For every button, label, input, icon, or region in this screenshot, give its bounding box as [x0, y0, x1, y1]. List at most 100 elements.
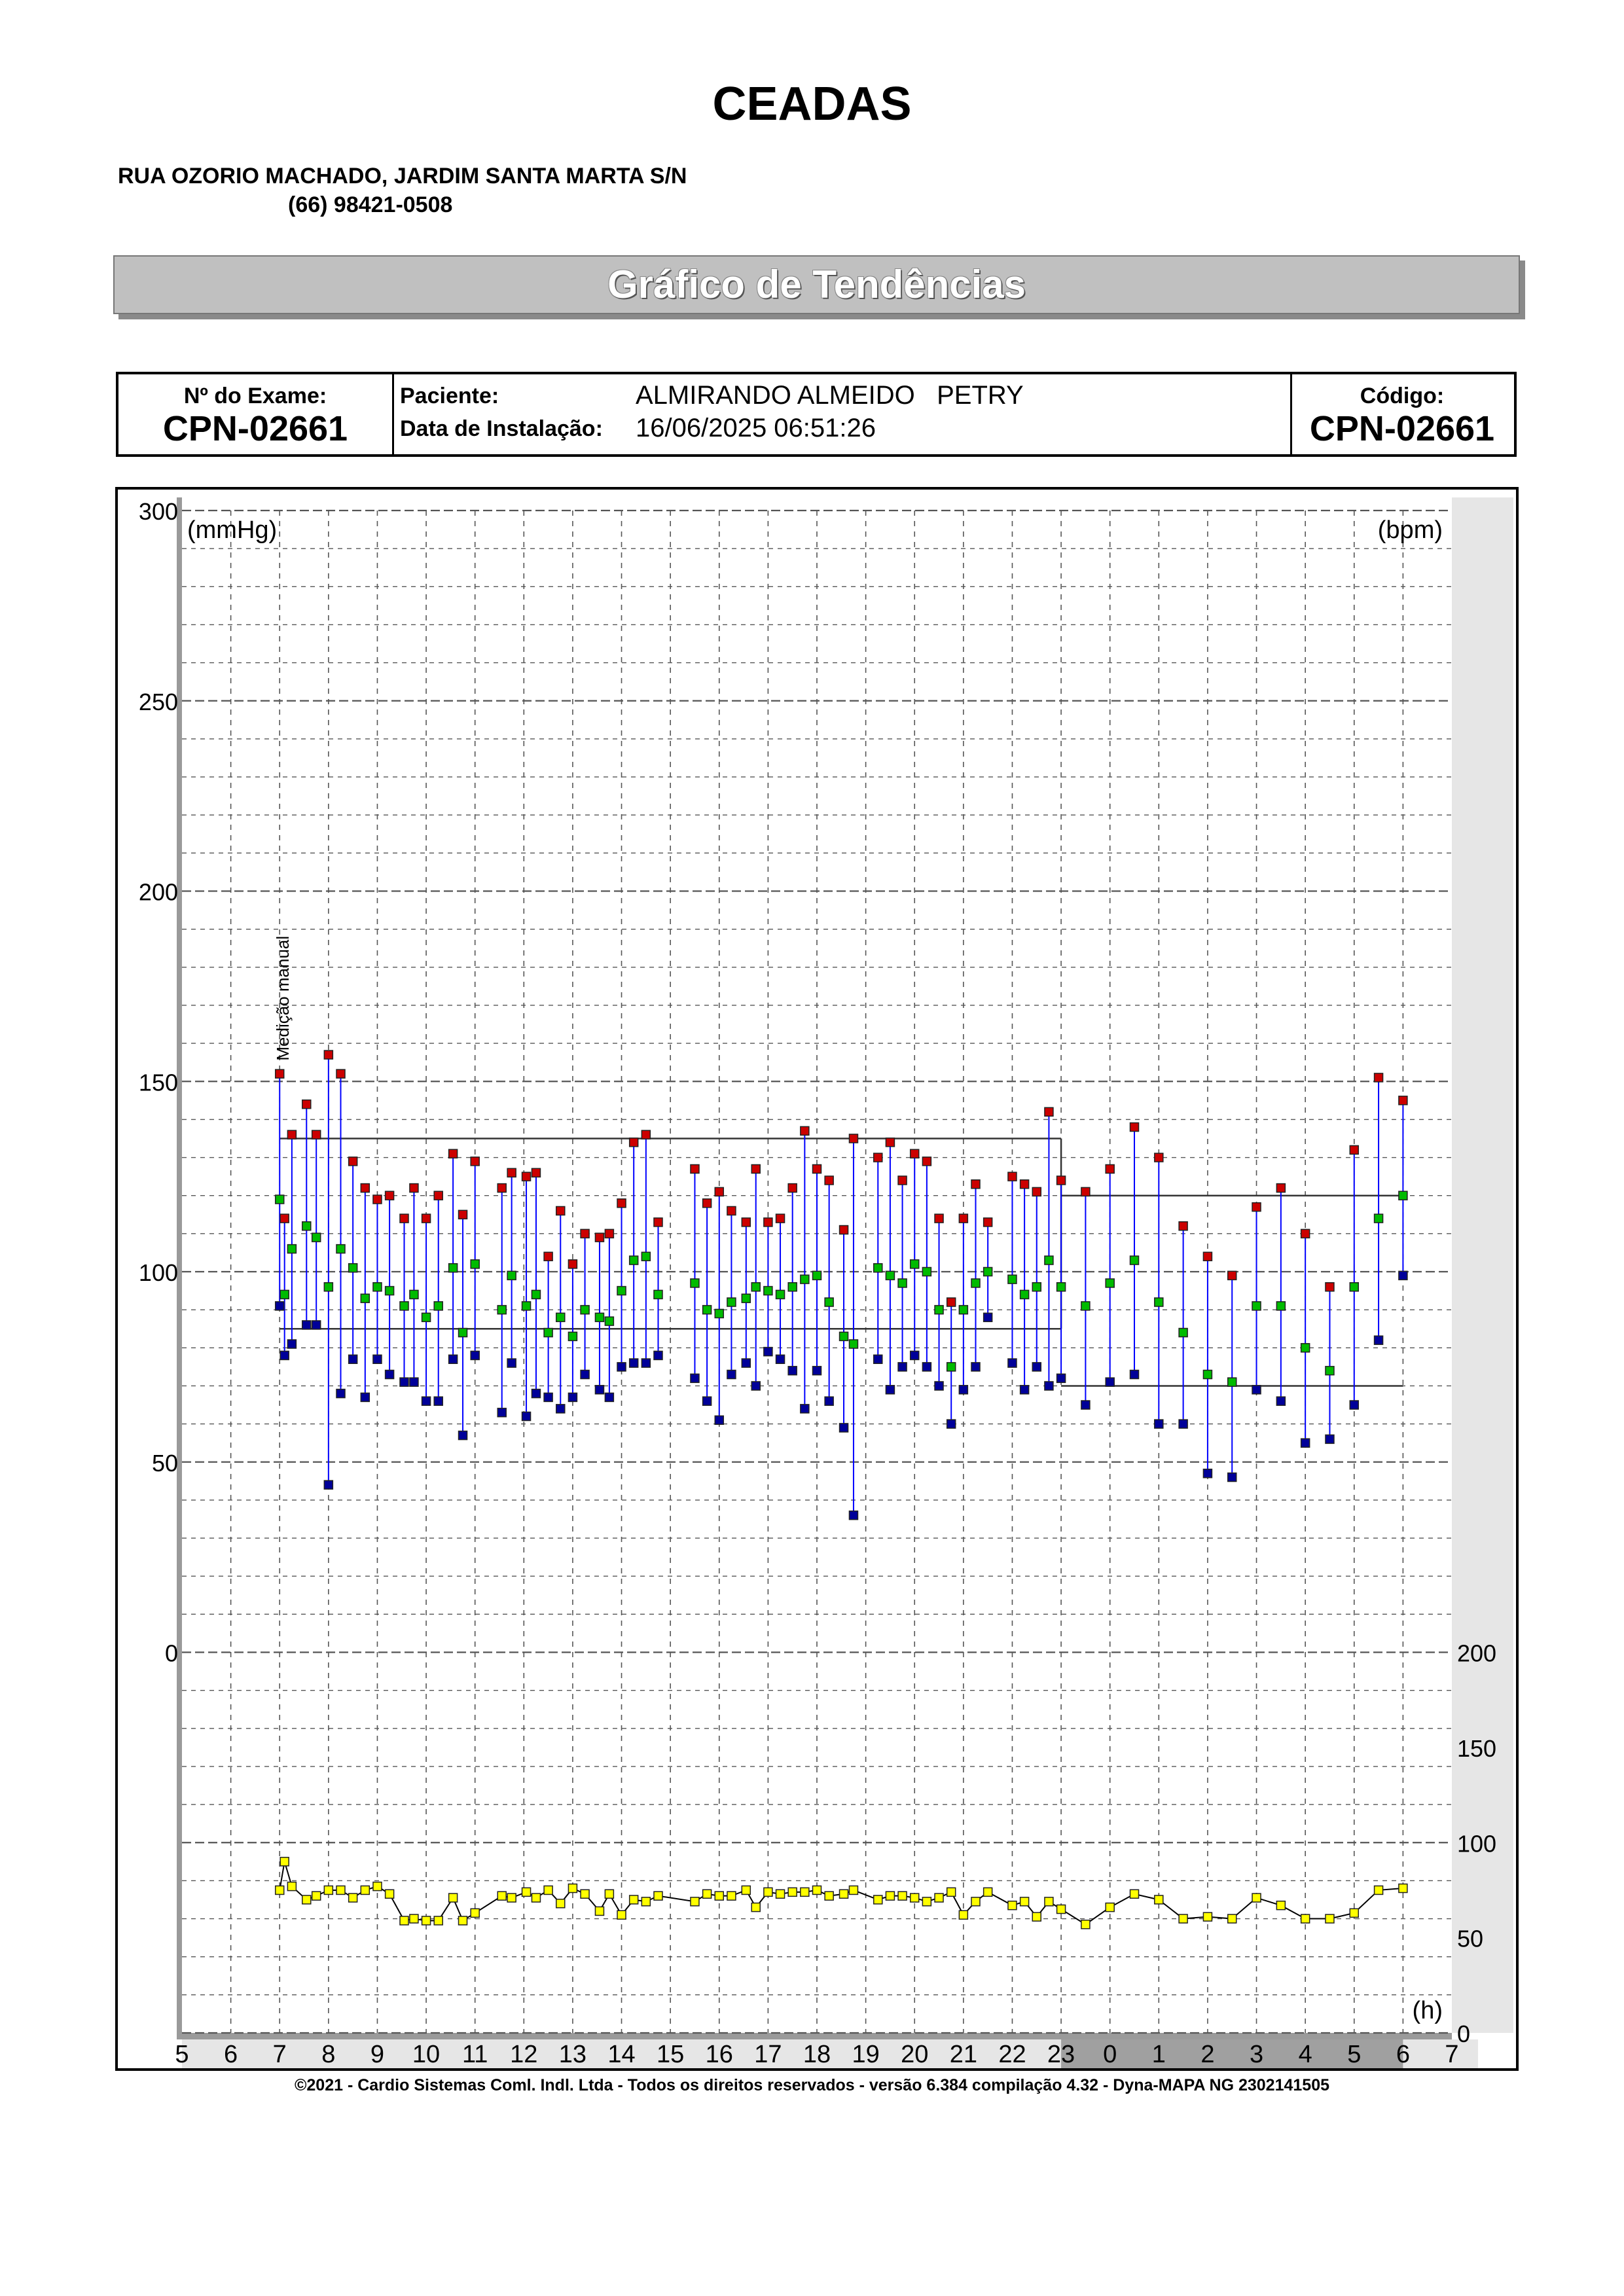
mean-point	[1398, 1191, 1408, 1200]
report-title: Gráfico de Tendências	[607, 262, 1026, 306]
heart-rate-point	[302, 1895, 312, 1905]
diastolic-point	[594, 1385, 605, 1395]
diastolic-point	[448, 1354, 458, 1364]
heart-rate-point	[787, 1887, 797, 1897]
systolic-point	[751, 1164, 761, 1174]
clinic-name: CEADAS	[712, 78, 912, 130]
heart-rate-point	[323, 1885, 334, 1895]
systolic-point	[1300, 1229, 1310, 1239]
heart-rate-point	[497, 1891, 507, 1901]
mean-point	[433, 1301, 443, 1311]
diastolic-point	[497, 1407, 507, 1418]
heart-rate-point	[348, 1893, 358, 1903]
heart-rate-point	[922, 1897, 932, 1907]
x-axis-tick-label: 20	[901, 2041, 928, 2068]
diastolic-point	[556, 1404, 566, 1414]
mean-point	[1276, 1301, 1286, 1311]
systolic-point	[885, 1138, 895, 1147]
x-axis-tick-label: 17	[754, 2041, 782, 2068]
mean-point	[448, 1263, 458, 1273]
systolic-point	[280, 1213, 289, 1223]
systolic-point	[775, 1213, 785, 1223]
systolic-point	[1252, 1202, 1261, 1212]
heart-rate-point	[1349, 1908, 1360, 1918]
mean-point	[1252, 1301, 1261, 1311]
mean-point	[360, 1293, 370, 1303]
night-period-band	[1061, 2039, 1403, 2068]
systolic-point	[1081, 1187, 1091, 1197]
heart-rate-point	[800, 1887, 810, 1897]
install-date-value: 16/06/2025 06:51:26	[636, 414, 876, 442]
heart-rate-point	[433, 1916, 443, 1926]
systolic-point	[1398, 1096, 1408, 1105]
diastolic-point	[458, 1430, 468, 1441]
mean-point	[1056, 1282, 1066, 1292]
systolic-point	[617, 1198, 626, 1208]
mean-point	[409, 1289, 419, 1300]
heart-rate-point	[958, 1910, 969, 1920]
mean-point	[946, 1362, 956, 1372]
x-axis-tick-label: 4	[1299, 2041, 1312, 2068]
heart-rate-point	[628, 1895, 639, 1905]
systolic-point	[812, 1164, 822, 1174]
x-axis-tick-label: 3	[1250, 2041, 1263, 2068]
diastolic-point	[958, 1385, 969, 1395]
systolic-point	[800, 1126, 810, 1136]
left-axis-tick-label: 50	[152, 1450, 178, 1477]
diastolic-point	[568, 1392, 578, 1403]
diastolic-point	[1007, 1358, 1017, 1368]
chart-left-edge	[177, 497, 182, 2033]
diastolic-point	[873, 1354, 883, 1364]
systolic-point	[1056, 1175, 1066, 1185]
systolic-point	[1129, 1122, 1140, 1132]
heart-rate-point	[409, 1914, 419, 1924]
diastolic-point	[800, 1404, 810, 1414]
diastolic-point	[1276, 1396, 1286, 1406]
diastolic-point	[909, 1350, 920, 1361]
mean-point	[741, 1293, 751, 1303]
diastolic-point	[287, 1339, 297, 1349]
diastolic-point	[1154, 1419, 1164, 1429]
mean-point	[702, 1304, 712, 1315]
heart-rate-point	[690, 1897, 700, 1907]
systolic-point	[287, 1130, 297, 1139]
mean-point	[1154, 1297, 1164, 1307]
mean-point	[775, 1289, 785, 1300]
heart-rate-series	[274, 1857, 1408, 1929]
systolic-point	[1227, 1270, 1237, 1281]
heart-rate-point	[1032, 1912, 1042, 1922]
heart-rate-point	[594, 1906, 605, 1916]
mean-point	[751, 1282, 761, 1292]
systolic-point	[690, 1164, 700, 1174]
mean-point	[399, 1301, 409, 1311]
heart-rate-point	[1154, 1895, 1164, 1905]
heart-rate-point	[909, 1893, 920, 1903]
patient-name: ALMIRANDO ALMEIDO PETRY	[636, 381, 1024, 410]
mean-point	[839, 1331, 849, 1342]
mean-point	[336, 1244, 346, 1254]
systolic-point	[274, 1069, 285, 1079]
heart-rate-point	[885, 1891, 895, 1901]
heart-rate-point	[1252, 1893, 1261, 1903]
heart-rate-point	[280, 1857, 289, 1867]
heart-rate-point	[1081, 1920, 1091, 1929]
mean-point	[384, 1285, 395, 1296]
mean-point	[497, 1304, 507, 1315]
left-axis-tick-label: 250	[139, 689, 178, 715]
diastolic-point	[1202, 1468, 1213, 1479]
heart-rate-point	[336, 1885, 346, 1895]
right-axis-tick-label: 100	[1457, 1830, 1496, 1857]
chart-right-shade	[1452, 497, 1513, 2033]
systolic-point	[727, 1206, 736, 1216]
diastolic-point	[580, 1369, 590, 1380]
diastolic-point	[1300, 1438, 1310, 1448]
x-axis-tick-label: 9	[370, 2041, 384, 2068]
mean-point	[983, 1266, 993, 1277]
systolic-point	[848, 1134, 859, 1143]
diastolic-point	[922, 1362, 932, 1372]
mean-point	[1349, 1282, 1360, 1292]
systolic-point	[922, 1157, 932, 1166]
diastolic-point	[983, 1312, 993, 1323]
heart-rate-point	[714, 1891, 725, 1901]
diastolic-point	[531, 1388, 541, 1399]
